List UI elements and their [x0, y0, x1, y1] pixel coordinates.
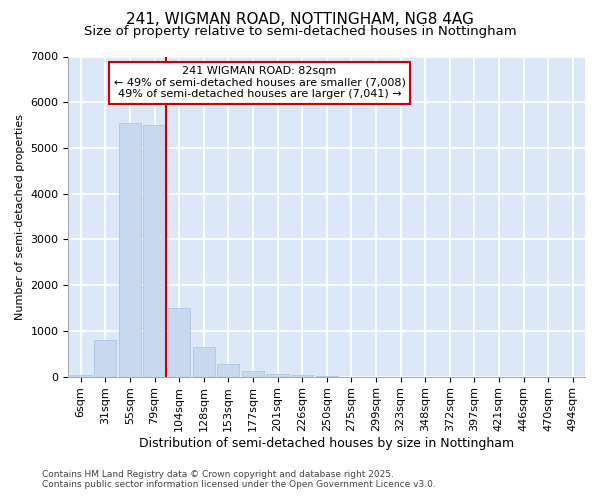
Bar	[193, 347, 215, 376]
Text: Size of property relative to semi-detached houses in Nottingham: Size of property relative to semi-detach…	[83, 25, 517, 38]
Bar	[168, 308, 190, 376]
Bar	[143, 125, 166, 376]
Bar	[291, 375, 313, 376]
Text: 241 WIGMAN ROAD: 82sqm
← 49% of semi-detached houses are smaller (7,008)
49% of : 241 WIGMAN ROAD: 82sqm ← 49% of semi-det…	[113, 66, 406, 100]
Bar	[70, 375, 92, 376]
Bar	[94, 340, 116, 376]
Bar	[217, 364, 239, 376]
Bar	[242, 370, 264, 376]
Bar	[119, 123, 141, 376]
Text: 241, WIGMAN ROAD, NOTTINGHAM, NG8 4AG: 241, WIGMAN ROAD, NOTTINGHAM, NG8 4AG	[126, 12, 474, 28]
Y-axis label: Number of semi-detached properties: Number of semi-detached properties	[15, 114, 25, 320]
Text: Contains HM Land Registry data © Crown copyright and database right 2025.
Contai: Contains HM Land Registry data © Crown c…	[42, 470, 436, 489]
X-axis label: Distribution of semi-detached houses by size in Nottingham: Distribution of semi-detached houses by …	[139, 437, 514, 450]
Bar	[266, 374, 289, 376]
